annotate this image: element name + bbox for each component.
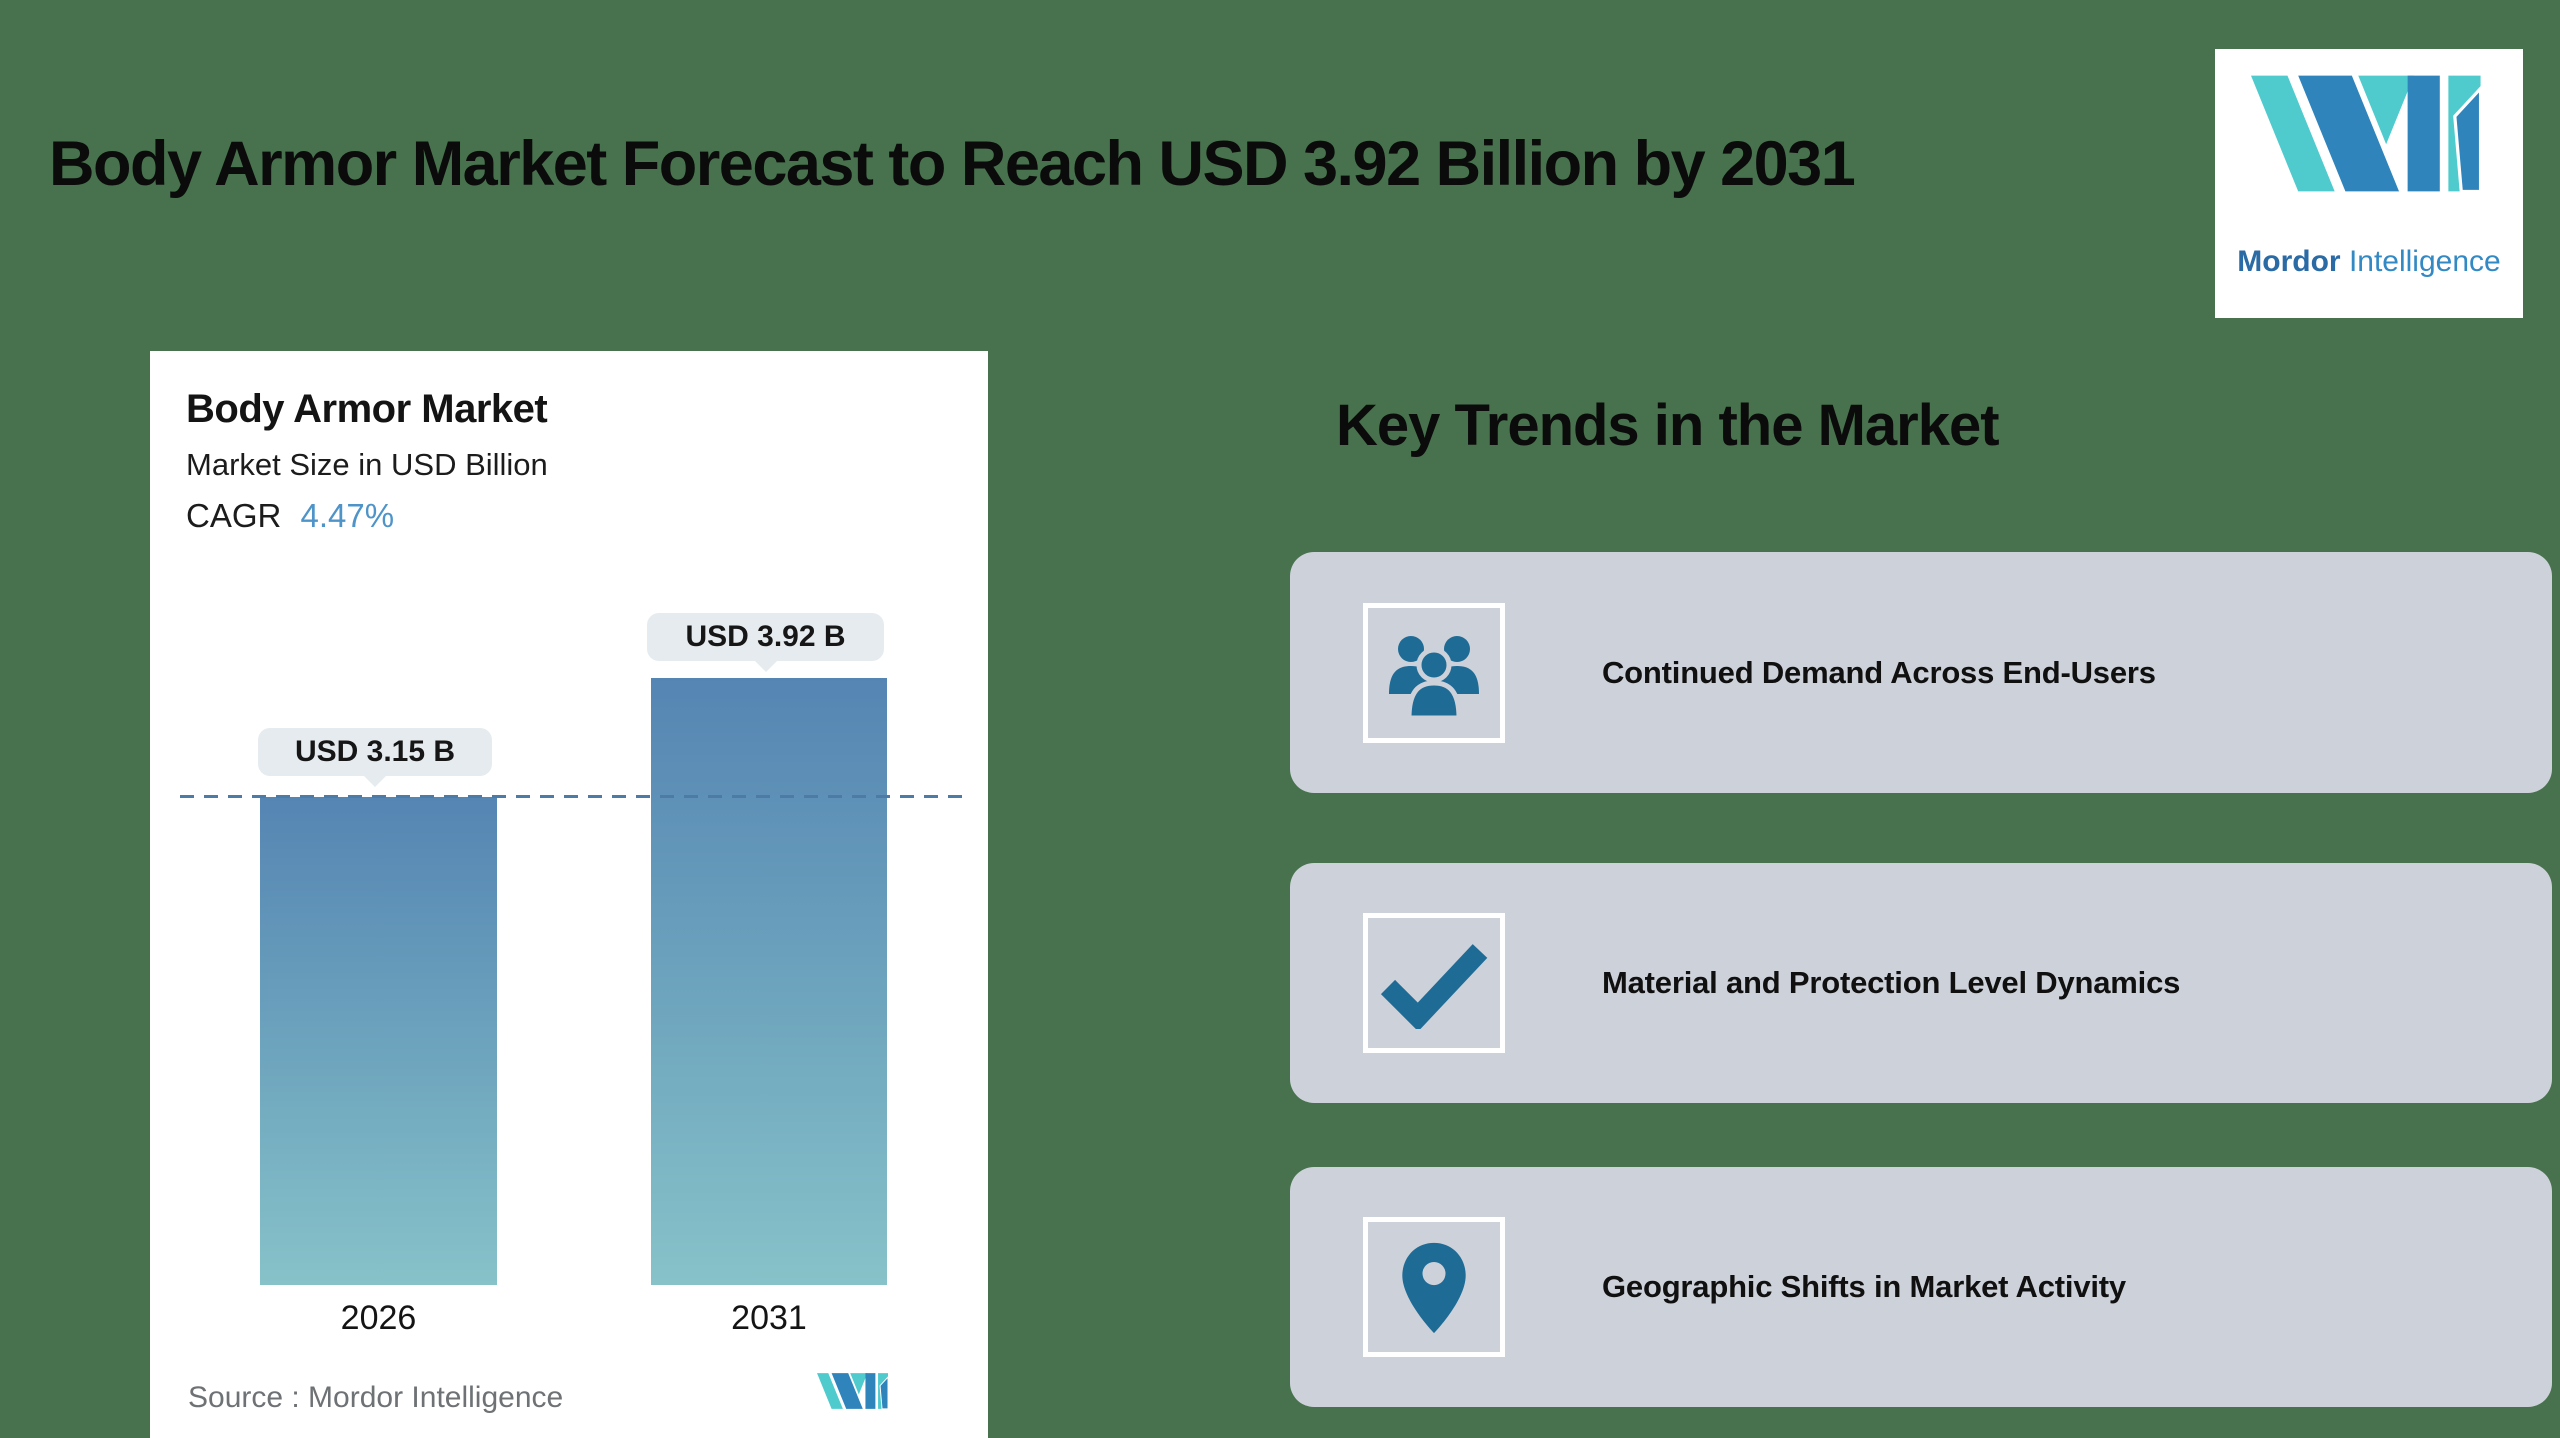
bar-value-callout-2031: USD 3.92 B xyxy=(647,613,884,661)
brand-logo-box: Mordor Intelligence xyxy=(2215,49,2523,318)
reference-dashed-line xyxy=(180,795,972,798)
trend-label: Material and Protection Level Dynamics xyxy=(1602,965,2181,1000)
trend-card-materials: Material and Protection Level Dynamics xyxy=(1290,863,2552,1103)
chart-subtitle: Market Size in USD Billion xyxy=(186,447,548,482)
cagr-row: CAGR 4.47% xyxy=(186,497,394,535)
pin-icon xyxy=(1402,1242,1466,1334)
people-icon-frame xyxy=(1363,602,1505,743)
bar-2031 xyxy=(651,678,887,1285)
chart-title: Body Armor Market xyxy=(186,387,548,431)
brand-name-bold: Mordor xyxy=(2237,245,2341,278)
trend-label: Geographic Shifts in Market Activity xyxy=(1602,1269,2126,1304)
page-title: Body Armor Market Forecast to Reach USD … xyxy=(49,129,1856,199)
cagr-label: CAGR xyxy=(186,497,282,534)
check-icon xyxy=(1380,944,1488,1029)
x-axis-label-2026: 2026 xyxy=(340,1299,417,1337)
check-icon-frame xyxy=(1363,913,1505,1053)
mordor-logo-small-icon xyxy=(817,1373,889,1410)
bar-value-callout-2026: USD 3.15 B xyxy=(258,728,492,776)
key-trends-heading: Key Trends in the Market xyxy=(1336,393,2000,458)
market-chart-card: Body Armor Market Market Size in USD Bil… xyxy=(150,351,988,1438)
x-axis-label-2031: 2031 xyxy=(731,1299,807,1337)
trend-card-geographic: Geographic Shifts in Market Activity xyxy=(1290,1167,2552,1407)
pin-icon-frame xyxy=(1363,1217,1505,1357)
trend-card-end-users: Continued Demand Across End-Users xyxy=(1290,552,2552,793)
mordor-logo-icon xyxy=(2251,75,2483,194)
cagr-value: 4.47% xyxy=(300,497,395,534)
bar-2026 xyxy=(260,797,497,1285)
brand-wordmark: Mordor Intelligence xyxy=(2215,245,2523,279)
brand-name-light: Intelligence xyxy=(2348,245,2501,278)
people-icon xyxy=(1389,635,1479,718)
source-attribution: Source : Mordor Intelligence xyxy=(188,1381,564,1414)
trend-label: Continued Demand Across End-Users xyxy=(1602,654,2156,690)
